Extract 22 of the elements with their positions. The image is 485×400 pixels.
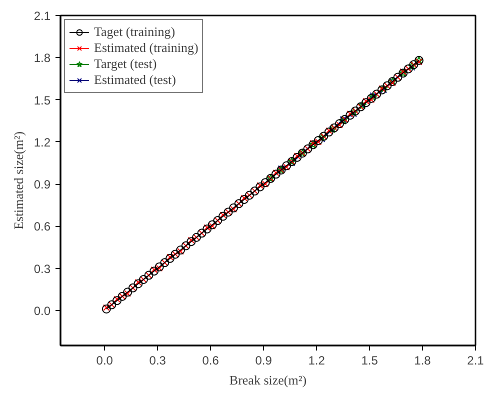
legend-label: Estimated (training) [94,40,198,56]
legend-label: Taget (training) [94,24,176,40]
y-tick-label: 1.5 [34,93,51,108]
x-axis-title: Break size(m²) [229,372,307,388]
x-tick-label: 2.1 [467,354,484,368]
y-tick-label: 0.9 [34,178,51,192]
y-tick-label: 0.6 [34,220,51,234]
x-tick-label: 0.3 [149,354,166,368]
x-tick-label: 1.8 [414,354,432,368]
y-axis-title: Estimated size(m²) [10,131,26,230]
y-tick-label: 1.2 [34,135,51,150]
legend-label: Estimated (test) [94,72,176,88]
x-tick-label: 0.0 [96,354,114,368]
x-tick-label: 1.5 [361,354,378,368]
y-tick-label: 0.0 [34,304,51,318]
x-tick-label: 1.2 [308,354,326,368]
x-tick-label: 0.6 [202,354,220,368]
x-tick-label: 0.9 [255,354,272,368]
legend-label: Target (test) [94,56,157,72]
y-tick-label: 2.1 [34,9,51,23]
y-tick-label: 1.8 [34,51,51,66]
y-tick-label: 0.3 [34,262,51,276]
